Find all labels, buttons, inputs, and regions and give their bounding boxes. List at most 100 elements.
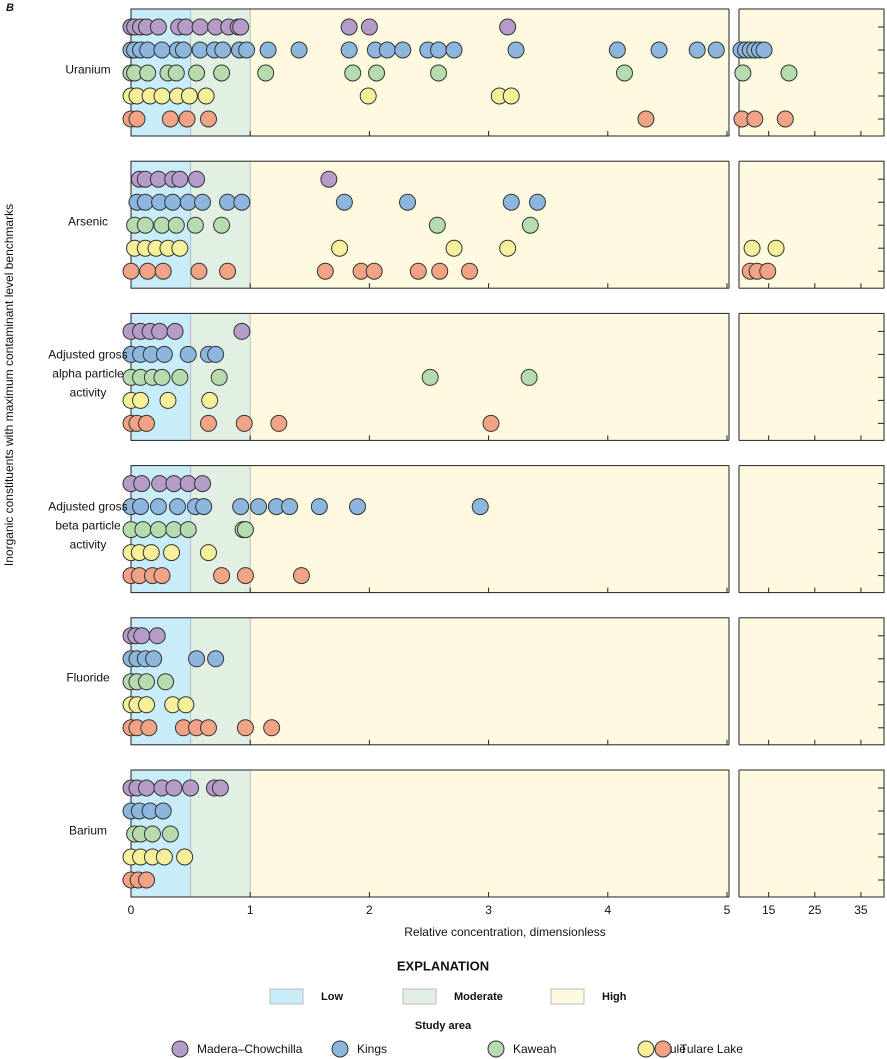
dot xyxy=(149,170,167,188)
legend-label: Kings xyxy=(357,1042,387,1056)
dot xyxy=(236,567,254,585)
dot xyxy=(153,41,171,59)
dot xyxy=(368,64,386,82)
dot xyxy=(134,521,152,539)
dot xyxy=(188,650,206,668)
legend-marker xyxy=(331,1040,349,1058)
dot xyxy=(190,262,208,280)
x-tick-label: 4 xyxy=(604,903,611,917)
dot xyxy=(780,64,798,82)
dot xyxy=(421,368,439,386)
x-tick-label: 5 xyxy=(724,903,731,917)
dot xyxy=(137,414,155,432)
dot xyxy=(179,521,197,539)
dot xyxy=(637,110,655,128)
x-tick-label: 35 xyxy=(854,903,868,917)
dot xyxy=(281,498,299,516)
dot xyxy=(155,848,173,866)
dot xyxy=(139,262,157,280)
dot xyxy=(149,18,167,36)
dot xyxy=(191,18,209,36)
dot xyxy=(236,719,254,737)
dot xyxy=(520,368,538,386)
dot xyxy=(233,322,251,340)
dot xyxy=(137,779,155,797)
dot xyxy=(378,41,396,59)
dot xyxy=(213,64,231,82)
dot xyxy=(171,368,189,386)
dot xyxy=(213,567,231,585)
legend-label: Low xyxy=(321,991,343,1003)
dot xyxy=(132,498,150,516)
dot xyxy=(399,193,417,211)
legend-marker xyxy=(654,1040,672,1058)
dot xyxy=(165,779,183,797)
dot xyxy=(219,193,237,211)
dot xyxy=(219,262,237,280)
dot xyxy=(153,567,171,585)
dot xyxy=(471,498,489,516)
x-tick-label: 3 xyxy=(485,903,492,917)
dot xyxy=(153,87,171,105)
dot xyxy=(445,41,463,59)
dot xyxy=(365,262,383,280)
legend-marker xyxy=(171,1040,189,1058)
dot xyxy=(164,193,182,211)
dot xyxy=(348,498,366,516)
legend-swatch xyxy=(550,988,585,1005)
panel-name: Adjusted gross beta particle activity xyxy=(48,499,128,552)
dot xyxy=(360,18,378,36)
dot xyxy=(359,87,377,105)
dot xyxy=(153,216,171,234)
dot xyxy=(163,544,181,562)
break-gap xyxy=(729,159,739,291)
band xyxy=(250,617,884,745)
dot xyxy=(755,41,773,59)
x-tick-label: 2 xyxy=(366,903,373,917)
dot xyxy=(179,193,197,211)
y-axis-label: Inorganic constituents with maximum cont… xyxy=(2,204,16,566)
legend-swatch xyxy=(402,988,437,1005)
dot xyxy=(214,41,232,59)
dot xyxy=(174,41,192,59)
dot xyxy=(236,521,254,539)
dot xyxy=(502,87,520,105)
legend-swatch xyxy=(269,988,304,1005)
dot xyxy=(428,216,446,234)
dot xyxy=(292,567,310,585)
dot xyxy=(734,64,752,82)
dot xyxy=(157,673,175,691)
dot xyxy=(340,41,358,59)
dot xyxy=(165,475,183,493)
dot xyxy=(211,779,229,797)
dot xyxy=(445,239,463,257)
dot xyxy=(257,64,275,82)
dot xyxy=(431,262,449,280)
dot xyxy=(235,414,253,432)
dot xyxy=(650,41,668,59)
break-gap xyxy=(729,463,739,595)
legend-label: Moderate xyxy=(454,991,503,1003)
dot xyxy=(482,414,500,432)
dot xyxy=(521,216,539,234)
dot xyxy=(176,848,194,866)
dot xyxy=(122,262,140,280)
dot xyxy=(132,391,150,409)
dot xyxy=(199,544,217,562)
dot xyxy=(207,650,225,668)
dot xyxy=(182,779,200,797)
dot xyxy=(168,498,186,516)
dot xyxy=(179,475,197,493)
panel-name: Arsenic xyxy=(67,214,108,229)
x-tick-label: 25 xyxy=(808,903,822,917)
x-tick-label: 15 xyxy=(762,903,776,917)
dot xyxy=(210,368,228,386)
dot xyxy=(154,262,172,280)
dot xyxy=(177,696,195,714)
dot xyxy=(151,475,169,493)
dot xyxy=(767,239,785,257)
dot xyxy=(707,41,725,59)
dot xyxy=(153,368,171,386)
band xyxy=(250,465,884,593)
